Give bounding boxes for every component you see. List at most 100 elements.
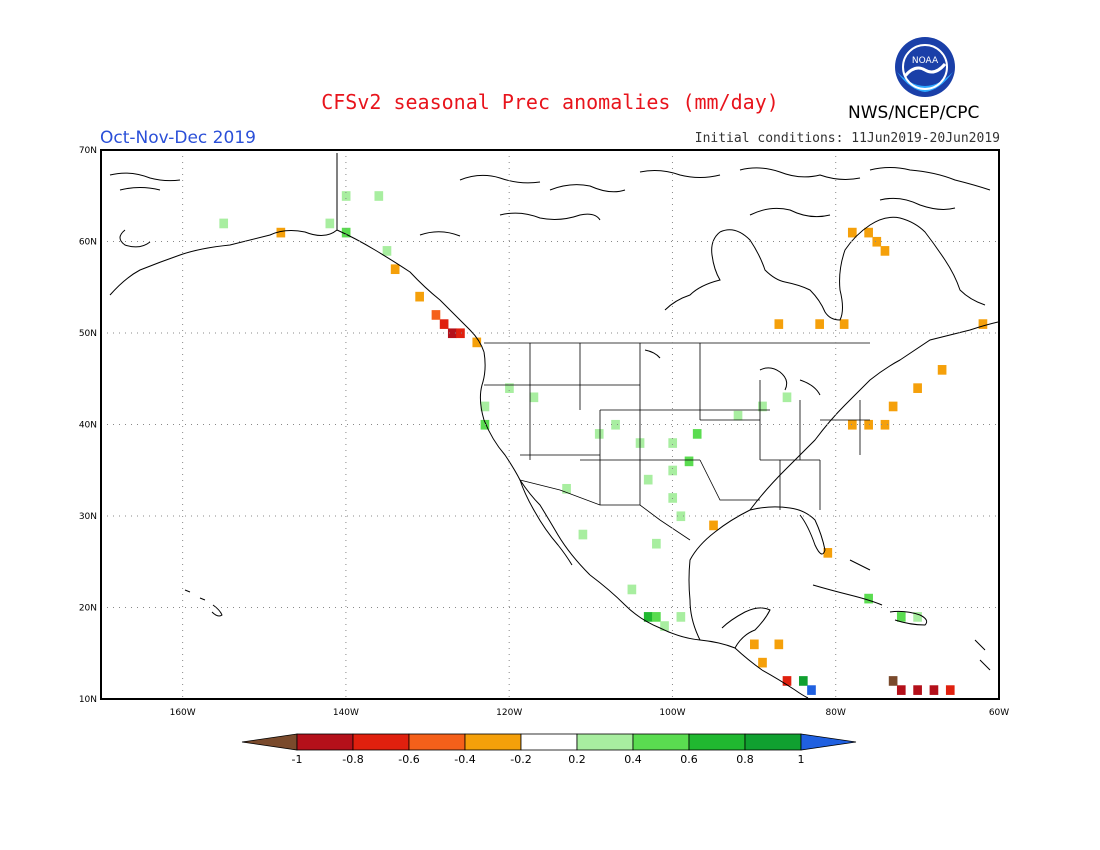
anomaly-cell <box>643 612 653 622</box>
anomaly-cell <box>782 392 792 403</box>
map-border <box>100 149 1000 700</box>
latitude-label: 10N <box>79 695 97 705</box>
colorbar-swatch <box>632 733 690 751</box>
logo-text: NOAA <box>912 56 939 66</box>
anomaly-cell <box>660 621 669 631</box>
colorbar-swatch <box>296 733 354 751</box>
anomaly-cell <box>390 264 400 275</box>
colorbar-label: 0.2 <box>568 753 586 766</box>
colorbar-swatch <box>464 733 522 751</box>
latitude-label: 20N <box>79 604 97 614</box>
longitude-label: 120W <box>496 708 522 718</box>
colorbar-label: -0.4 <box>454 753 475 766</box>
anomaly-cell <box>880 419 890 430</box>
anomaly-cell <box>684 456 694 467</box>
anomaly-cells-layer <box>219 191 988 695</box>
colorbar-swatch <box>352 733 410 751</box>
anomaly-cell <box>676 511 686 522</box>
anomaly-cell <box>562 483 571 494</box>
latitude-label: 40N <box>79 421 97 431</box>
anomaly-cell <box>374 191 384 201</box>
anomaly-cell <box>431 310 441 320</box>
anomaly-cell <box>341 227 351 238</box>
anomaly-cell <box>896 612 906 622</box>
longitude-label: 160W <box>170 708 196 718</box>
colorbar-arrow-left <box>241 733 298 751</box>
anomaly-cell <box>807 685 816 695</box>
anomaly-cell <box>864 419 873 430</box>
colorbar-label: -0.8 <box>342 753 363 766</box>
colorbar-swatch <box>744 733 802 751</box>
anomaly-cell <box>382 246 392 256</box>
anomaly-cell <box>611 419 620 430</box>
anomaly-cell <box>864 593 873 604</box>
colorbar-swatch <box>520 733 578 751</box>
initial-conditions-label: Initial conditions: 11Jun2019-20Jun2019 <box>694 131 1000 146</box>
colorbar-arrow-right <box>800 733 857 751</box>
colorbar-swatch <box>576 733 634 751</box>
longitude-labels: 160W 140W 120W 100W 80W 60W <box>170 708 1010 718</box>
coastlines <box>109 153 999 699</box>
anomaly-cell <box>750 639 759 650</box>
anomaly-cell <box>758 401 767 412</box>
anomaly-cell <box>733 410 743 421</box>
anomaly-cell <box>643 474 653 485</box>
anomaly-cell <box>929 685 939 695</box>
longitude-label: 100W <box>659 708 685 718</box>
anomaly-cell <box>880 246 890 256</box>
anomaly-cell <box>913 685 922 695</box>
anomaly-cell <box>864 227 873 238</box>
anomaly-cell <box>668 465 678 476</box>
anomaly-cell <box>815 319 824 329</box>
anomaly-cell <box>913 612 922 622</box>
anomaly-cell <box>888 401 898 412</box>
season-label: Oct-Nov-Dec 2019 <box>100 128 256 148</box>
anomaly-cell <box>782 676 792 686</box>
political-boundaries <box>484 342 870 541</box>
anomaly-cell <box>594 429 604 439</box>
anomaly-cell <box>456 328 465 339</box>
anomaly-cell <box>847 419 857 430</box>
anomaly-cell <box>913 383 922 393</box>
anomaly-cell <box>439 319 449 329</box>
anomaly-cell <box>758 657 767 668</box>
anomaly-cell <box>668 438 678 448</box>
anomaly-cell <box>945 685 955 695</box>
anomaly-cell <box>505 383 514 393</box>
anomaly-cell <box>896 685 906 695</box>
latitude-label: 60N <box>79 238 97 248</box>
colorbar-label: -0.6 <box>398 753 419 766</box>
anomaly-cell <box>652 538 661 549</box>
colorbar-label: 1 <box>798 753 805 766</box>
colorbar-label: 0.8 <box>736 753 754 766</box>
colorbar-label: -1 <box>292 753 303 766</box>
anomaly-cell <box>839 319 849 329</box>
anomaly-cell <box>447 328 457 339</box>
anomaly-cell <box>872 236 882 247</box>
anomaly-cell <box>652 612 661 622</box>
anomaly-cell <box>578 529 588 540</box>
agency-label: NWS/NCEP/CPC <box>848 103 980 123</box>
map-title: CFSv2 seasonal Prec anomalies (mm/day) <box>321 90 779 114</box>
colorbar-swatch <box>408 733 466 751</box>
anomaly-cell <box>415 291 424 302</box>
anomaly-cell <box>627 584 637 595</box>
anomaly-cell <box>529 392 539 403</box>
latitude-label: 70N <box>79 146 97 156</box>
colorbar: -1 -0.8 -0.6 -0.4 -0.2 0.2 0.4 0.6 0.8 1 <box>241 733 857 766</box>
latitude-label: 30N <box>79 512 97 522</box>
anomaly-cell <box>480 419 490 430</box>
latitude-label: 50N <box>79 329 97 339</box>
anomaly-cell <box>937 365 947 375</box>
colorbar-label: -0.2 <box>510 753 531 766</box>
anomaly-cell <box>219 218 229 229</box>
noaa-logo-icon: NOAA <box>895 37 955 97</box>
anomaly-cell <box>847 227 857 238</box>
anomaly-cell <box>325 218 335 229</box>
anomaly-cell <box>341 191 351 201</box>
anomaly-cell <box>472 337 482 348</box>
colorbar-label: 0.4 <box>624 753 642 766</box>
anomaly-cell <box>978 319 988 329</box>
anomaly-cell <box>480 401 490 412</box>
anomaly-cell <box>668 493 678 503</box>
